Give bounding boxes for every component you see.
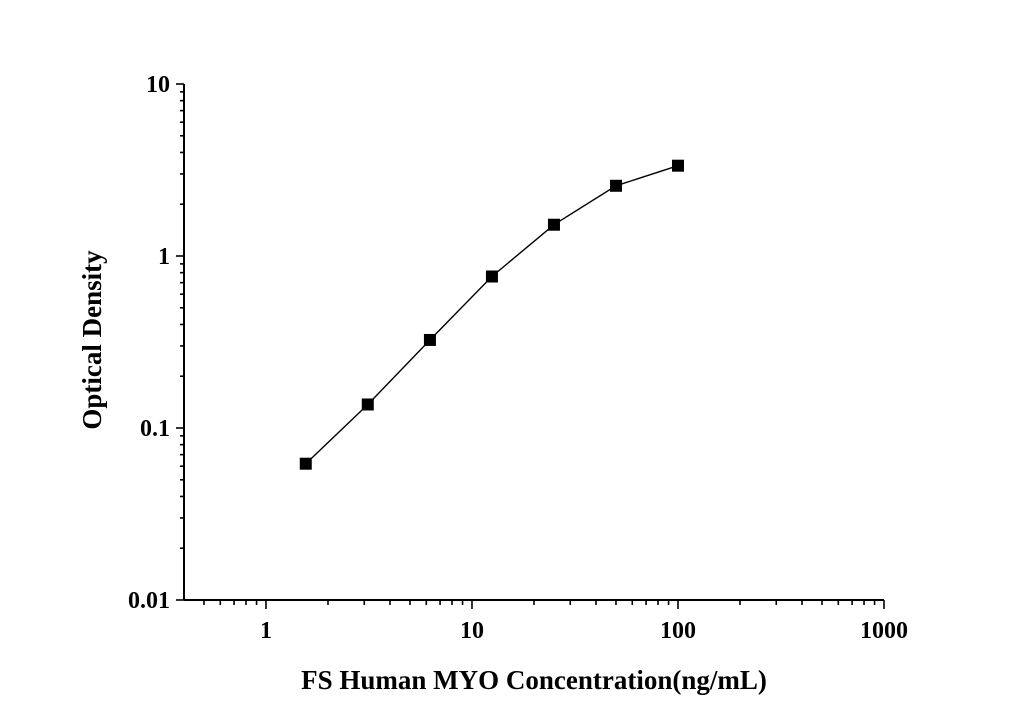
x-tick-label: 1000 xyxy=(860,618,908,644)
data-point-marker xyxy=(671,159,684,172)
y-axis-ticks: 0.01 0.1 1 10 xyxy=(128,72,184,614)
data-point-marker xyxy=(361,398,374,411)
y-tick-label: 1 xyxy=(158,244,170,270)
x-tick-label: 1 xyxy=(260,618,272,644)
series-line xyxy=(305,165,679,465)
x-tick-label: 10 xyxy=(460,618,484,644)
data-point-marker xyxy=(547,218,560,231)
x-axis-title: FS Human MYO Concentration(ng/mL) xyxy=(301,665,767,695)
plot-area xyxy=(183,84,884,601)
y-axis-title: Optical Density xyxy=(77,250,107,430)
data-point-marker xyxy=(299,457,312,470)
series-layer xyxy=(299,159,684,470)
y-tick-label: 0.01 xyxy=(128,588,170,614)
data-point-marker xyxy=(609,179,622,192)
x-tick-label: 100 xyxy=(660,618,696,644)
data-point-marker xyxy=(485,270,498,283)
x-axis-ticks: 1 10 100 1000 xyxy=(203,600,908,644)
y-tick-label: 10 xyxy=(146,72,170,98)
data-point-marker xyxy=(423,333,436,346)
y-tick-label: 0.1 xyxy=(140,416,170,442)
